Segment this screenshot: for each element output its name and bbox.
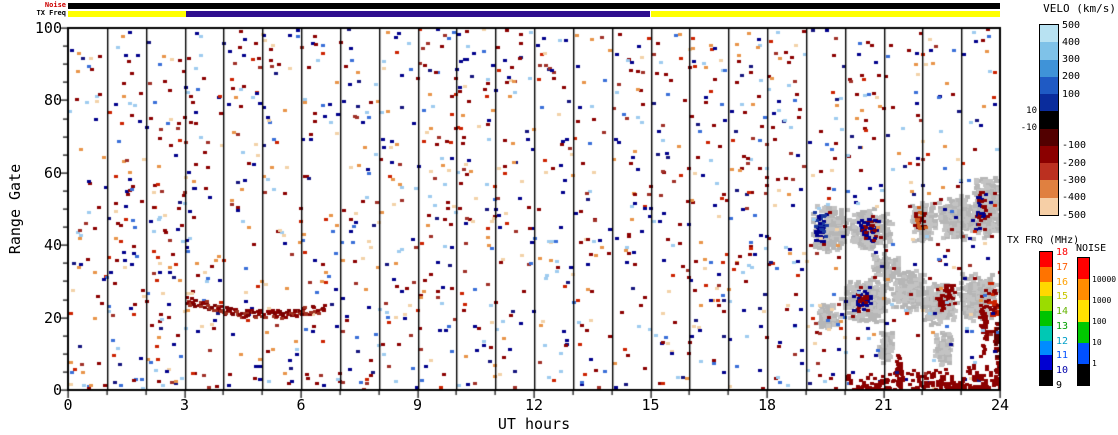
noise-colorbar-title: NOISE — [1076, 243, 1107, 254]
velocity-colorbar — [1039, 24, 1059, 216]
velocity-colorbar-segment — [1040, 180, 1058, 198]
txfreq-colorbar-segment — [1040, 340, 1052, 356]
txfreq-strip-segment — [650, 11, 1000, 17]
x-tick-label: 9 — [412, 396, 423, 414]
txfreq-strip — [68, 11, 1000, 17]
noise-colorbar-segment — [1078, 342, 1089, 364]
y-tick-label: 100 — [34, 19, 62, 37]
x-tick-label: 18 — [757, 396, 777, 414]
noise-colorbar-tick-label: 100 — [1092, 317, 1107, 326]
txfreq-colorbar-segment — [1040, 252, 1052, 267]
velocity-colorbar-tick-label: 100 — [1062, 88, 1081, 100]
velocity-colorbar-tick-label: -200 — [1062, 157, 1087, 169]
velocity-colorbar-segment — [1040, 197, 1058, 215]
txfreq-colorbar-tick-label: 12 — [1056, 335, 1069, 347]
noise-colorbar-tick-label: 10000 — [1092, 274, 1117, 284]
velocity-colorbar-tick-label: -500 — [1062, 209, 1087, 221]
noise-colorbar-tick-label: 1 — [1092, 359, 1097, 369]
x-tick-label: 6 — [296, 396, 306, 414]
noise-strip-segment — [68, 3, 1000, 9]
velocity-colorbar-tick-label: -100 — [1062, 140, 1087, 152]
noise-colorbar-tick-label: 1000 — [1092, 295, 1112, 305]
txfreq-colorbar-tick-label: 9 — [1056, 380, 1063, 391]
txfreq-colorbar-segment — [1040, 296, 1052, 312]
y-tick-label: 0 — [52, 381, 62, 399]
velocity-colorbar-segment — [1040, 59, 1058, 77]
txfreq-colorbar — [1039, 251, 1053, 386]
velocity-colorbar-segment — [1040, 42, 1058, 60]
x-tick-label: 3 — [179, 396, 190, 414]
velocity-colorbar-tick-label: -300 — [1062, 174, 1087, 186]
noise-colorbar-segment — [1078, 321, 1089, 343]
x-tick-label: 21 — [874, 396, 893, 414]
x-tick-label: 15 — [641, 396, 660, 414]
noise-strip-label: Noise — [44, 1, 66, 9]
noise-colorbar-segment — [1078, 258, 1089, 280]
txfreq-strip-segment — [68, 11, 187, 17]
txfreq-colorbar-tick-label: 16 — [1056, 276, 1069, 288]
noise-colorbar — [1077, 257, 1090, 386]
x-tick-label: 12 — [524, 396, 544, 414]
x-tick-label: 24 — [990, 396, 1010, 414]
txfreq-colorbar-tick-label: 13 — [1056, 320, 1069, 332]
velocity-colorbar-tick-label: 400 — [1062, 36, 1081, 48]
velocity-colorbar-tick-label: 10 — [1026, 105, 1037, 116]
txfreq-colorbar-tick-label: 10 — [1056, 365, 1069, 377]
txfreq-colorbar-title: TX FRQ (MHz) — [1006, 235, 1080, 246]
x-tick-label: 0 — [63, 396, 73, 414]
velocity-colorbar-tick-label: 300 — [1062, 54, 1081, 66]
y-tick-label: 40 — [43, 236, 62, 255]
velocity-colorbar-segment — [1040, 128, 1058, 146]
txfreq-strip-segment — [186, 11, 651, 17]
velocity-colorbar-tick-label: 200 — [1062, 71, 1081, 83]
noise-colorbar-segment — [1078, 300, 1089, 322]
txfreq-colorbar-segment — [1040, 311, 1052, 326]
velocity-colorbar-tick-label: 500 — [1062, 19, 1081, 31]
velocity-colorbar-segment — [1040, 111, 1058, 129]
noise-colorbar-tick-label: 10 — [1092, 338, 1102, 348]
y-tick-label: 80 — [43, 91, 62, 110]
noise-strip — [68, 3, 1000, 9]
velocity-colorbar-tick-label: -400 — [1062, 192, 1087, 204]
noise-colorbar-segment — [1078, 279, 1089, 301]
txfreq-strip-label: TX Freq — [36, 9, 66, 17]
txfreq-colorbar-tick-label: 18 — [1056, 247, 1069, 258]
y-tick-label: 20 — [43, 308, 62, 327]
velocity-colorbar-segment — [1040, 163, 1058, 181]
velocity-colorbar-segment — [1040, 25, 1058, 43]
velocity-colorbar-tick-label: -10 — [1020, 123, 1037, 134]
txfreq-colorbar-segment — [1040, 325, 1052, 341]
txfreq-colorbar-tick-label: 15 — [1056, 291, 1069, 303]
txfreq-colorbar-tick-label: 14 — [1056, 306, 1069, 318]
txfreq-colorbar-segment — [1040, 355, 1052, 371]
txfreq-colorbar-tick-label: 11 — [1056, 350, 1069, 362]
txfreq-colorbar-segment — [1040, 266, 1052, 282]
y-tick-label: 60 — [43, 163, 62, 182]
x-axis-label: UT hours — [497, 415, 571, 433]
velocity-colorbar-title: VELO (km/s) — [1043, 2, 1116, 15]
txfreq-colorbar-segment — [1040, 370, 1052, 386]
velocity-colorbar-segment — [1040, 94, 1058, 112]
txfreq-colorbar-segment — [1040, 281, 1052, 297]
velocity-colorbar-segment — [1040, 145, 1058, 164]
noise-colorbar-segment — [1078, 363, 1089, 386]
txfreq-colorbar-tick-label: 17 — [1056, 261, 1069, 273]
velocity-colorbar-segment — [1040, 76, 1058, 95]
